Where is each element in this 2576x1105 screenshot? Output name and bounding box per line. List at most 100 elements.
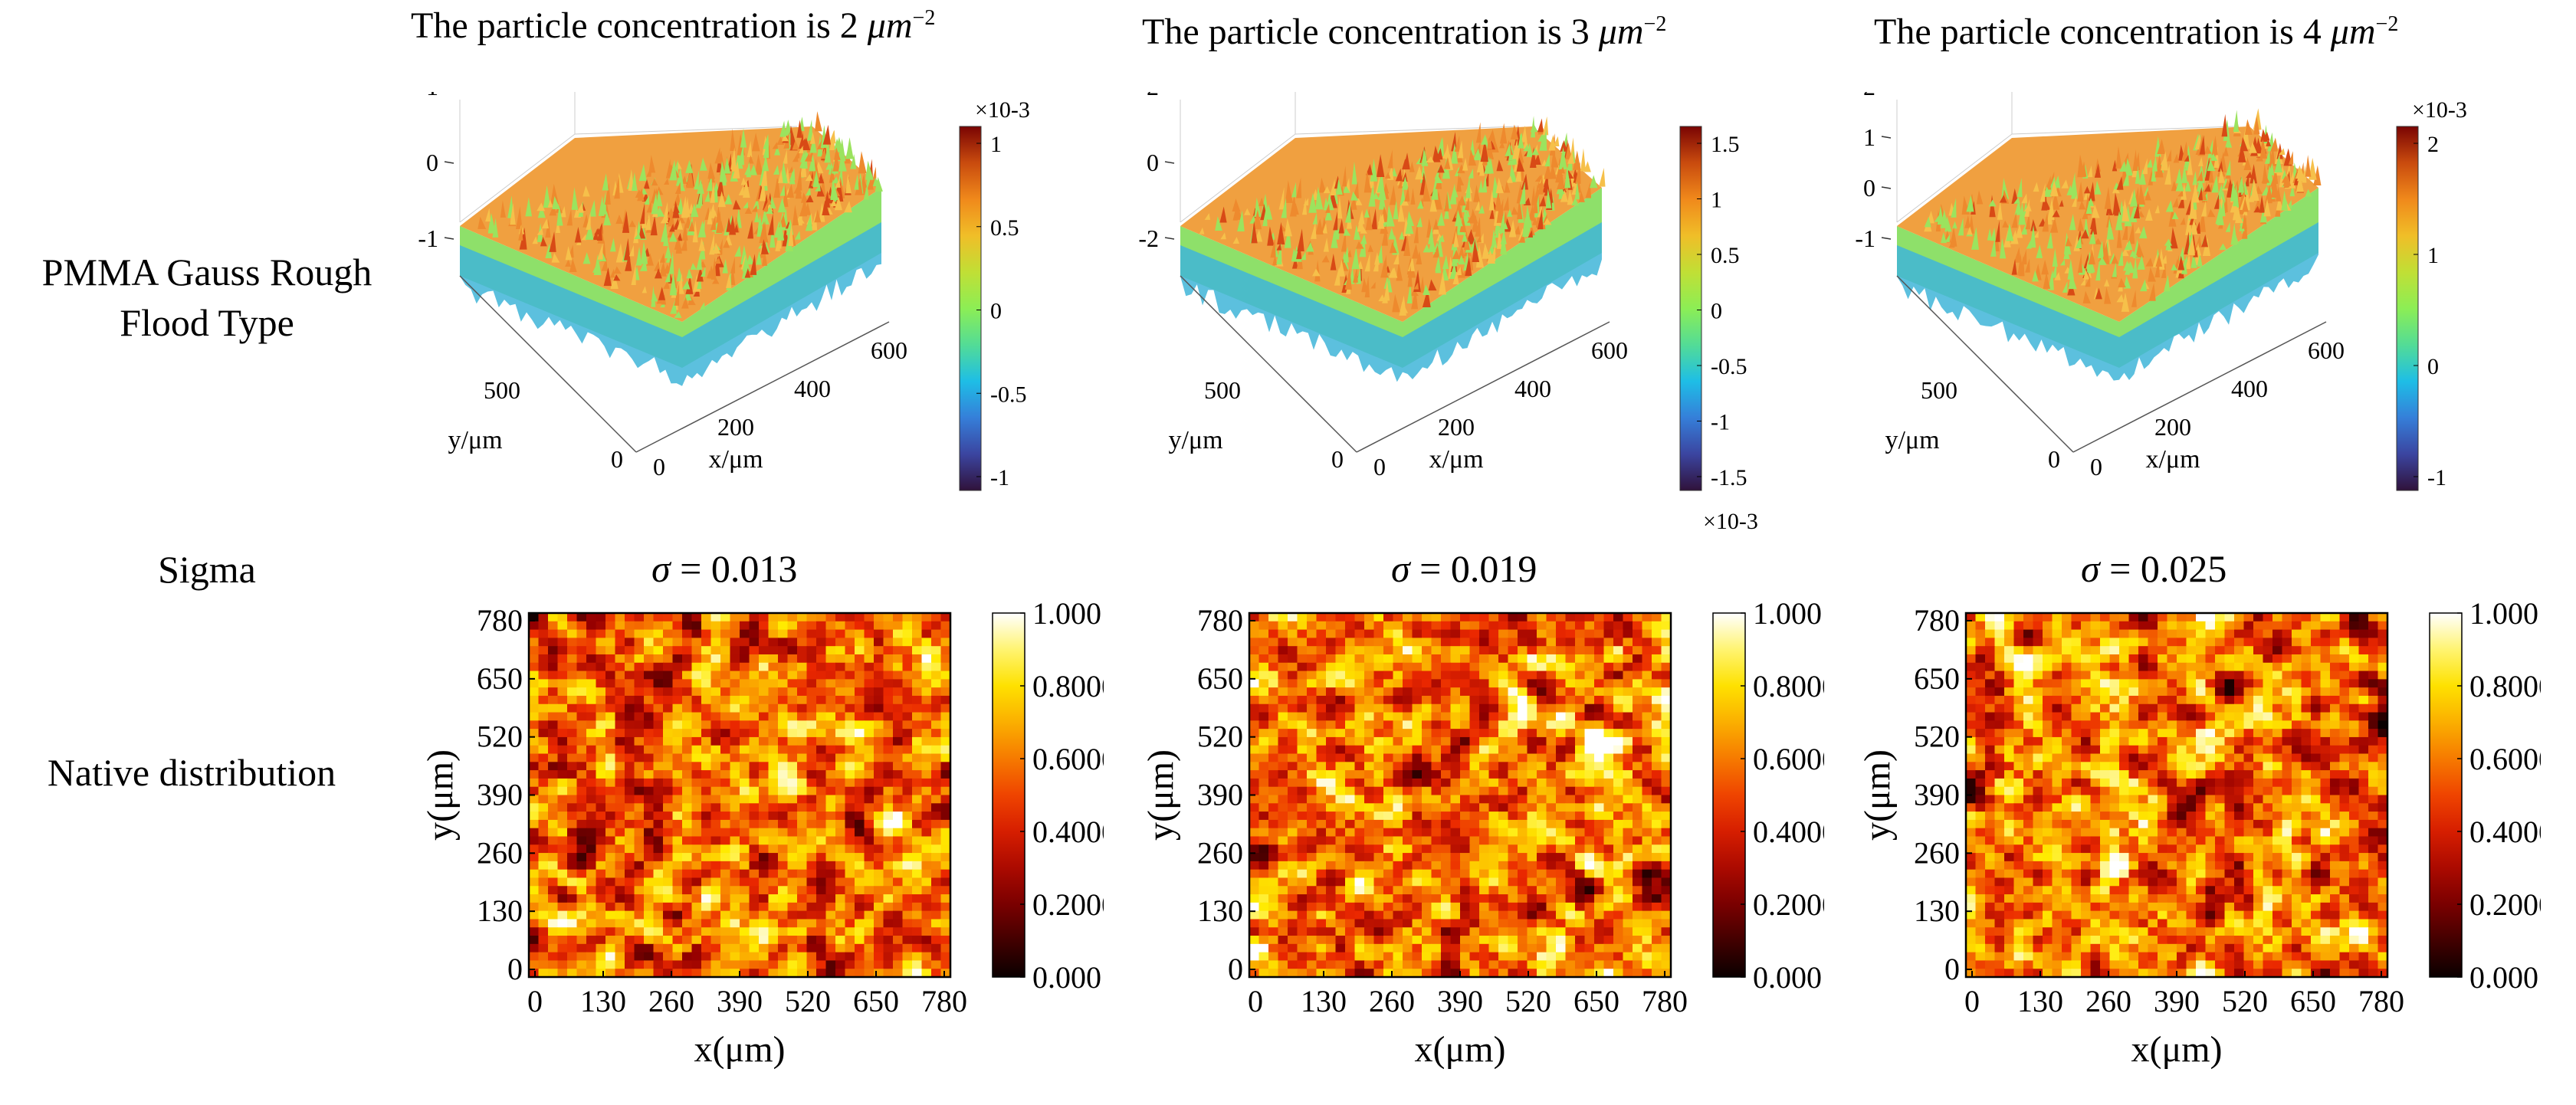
heatmap-cell — [931, 910, 942, 920]
heatmap-cell — [797, 736, 808, 746]
heatmap-cell — [883, 646, 894, 655]
heatmap-cell — [1652, 729, 1662, 738]
heatmap-cell — [1258, 803, 1269, 812]
surface-spike — [1548, 134, 1556, 151]
heatmap-cell — [1603, 662, 1614, 672]
surface-spike — [1487, 139, 1492, 149]
heatmap-cell — [940, 613, 950, 622]
heatmap-cell — [931, 927, 942, 936]
surface-spike — [792, 140, 799, 150]
heatmap-cell — [1383, 853, 1394, 862]
heatmap-cell — [768, 762, 779, 771]
heatmap-cell — [596, 745, 606, 755]
surface-spike — [1249, 215, 1255, 224]
heatmap-cell — [1393, 812, 1403, 821]
heatmap-cell — [1594, 646, 1605, 655]
heatmap-cell — [691, 894, 702, 903]
sigma-number: = 0.019 — [1419, 547, 1537, 590]
heatmap-cell — [759, 654, 770, 664]
heatmap-cell — [1584, 679, 1595, 688]
surface-spike — [754, 211, 760, 223]
heatmap-cell — [1594, 828, 1605, 838]
surface-spike — [1551, 149, 1559, 168]
heatmap-cell — [1316, 828, 1327, 838]
surface-spike — [2020, 224, 2027, 235]
heatmap-cell — [548, 671, 559, 680]
heatmap-cell — [586, 861, 597, 871]
heatmap-cell — [682, 919, 693, 928]
heatmap-cell — [797, 621, 808, 631]
heatmap-cell — [586, 712, 597, 721]
surface-spike — [786, 184, 794, 198]
heatmap-cell — [806, 712, 817, 721]
heatmap-cell — [1288, 720, 1298, 730]
colorbar — [1679, 126, 1702, 491]
heatmap-cell — [874, 662, 884, 672]
surface-spike — [707, 162, 716, 179]
heatmap-cell — [663, 729, 674, 738]
surface-spike — [2197, 187, 2203, 201]
surface-spike — [596, 225, 602, 241]
heatmap-cell — [940, 844, 950, 854]
heatmap-cell — [1278, 662, 1288, 672]
surface-spike — [2051, 262, 2057, 278]
surface-spike — [1990, 238, 1997, 257]
heatmap-cell — [1488, 720, 1499, 730]
surface-spike — [2184, 180, 2191, 192]
heatmap-cell — [1527, 729, 1537, 738]
heatmap-cell — [1652, 646, 1662, 655]
heatmap-cell — [1508, 654, 1518, 664]
surface-spike — [2264, 149, 2270, 164]
heatmap-cell — [634, 795, 645, 804]
heatmap-cell — [1441, 720, 1452, 730]
heatmap-cell — [625, 745, 635, 755]
heatmap-cell — [1326, 844, 1337, 854]
heatmap-cell — [874, 803, 884, 812]
heatmap-cell — [787, 803, 798, 812]
surface-spike — [2270, 177, 2279, 198]
heatmap-cell — [1460, 621, 1471, 631]
heatmap-cell — [1623, 803, 1633, 812]
heatmap-cell — [720, 703, 731, 713]
heatmap-cell — [1623, 836, 1633, 845]
surface-spike — [746, 254, 755, 265]
heatmap-cell — [902, 695, 913, 705]
heatmap-cell — [1373, 695, 1384, 705]
surface-spike — [1264, 204, 1273, 220]
heatmap-cell — [538, 621, 549, 631]
heatmap-cell — [1335, 646, 1346, 655]
surface-spike — [560, 205, 566, 218]
heatmap-cell — [778, 646, 789, 655]
heatmap-cell — [701, 703, 712, 713]
heatmap-cell — [605, 886, 616, 895]
heatmap-cell — [1508, 778, 1518, 788]
heatmap-cell — [931, 969, 942, 977]
surface-spike — [2296, 168, 2305, 182]
heatmap-cell — [1613, 638, 1624, 647]
heatmap-cell — [1661, 745, 1671, 755]
heatmap-cell — [1584, 828, 1595, 838]
heatmap-cell — [1584, 729, 1595, 738]
heatmap-cell — [845, 902, 855, 912]
heatmap-cell — [931, 671, 942, 680]
heatmap-cell — [778, 936, 789, 945]
heatmap-cell — [921, 927, 932, 936]
heatmap-cell — [710, 662, 721, 672]
surface-spike — [818, 148, 823, 156]
heatmap-cell — [1661, 720, 1671, 730]
heatmap-cell — [797, 919, 808, 928]
heatmap-cell — [634, 621, 645, 631]
heatmap-cell — [567, 671, 578, 680]
heatmap-cell — [1633, 828, 1643, 838]
heatmap-cell — [1249, 613, 1260, 622]
heatmap-cell — [634, 853, 645, 862]
heatmap-cell — [576, 969, 587, 977]
heatmap-cell — [644, 952, 655, 962]
heatmap-cell — [1354, 679, 1365, 688]
heatmap-cell — [1469, 795, 1480, 804]
heatmap-cell — [940, 819, 950, 829]
heatmap-cell — [1316, 803, 1327, 812]
surface-spike — [656, 206, 665, 217]
surface-spike — [1428, 279, 1437, 291]
surface-spike — [1432, 218, 1439, 230]
